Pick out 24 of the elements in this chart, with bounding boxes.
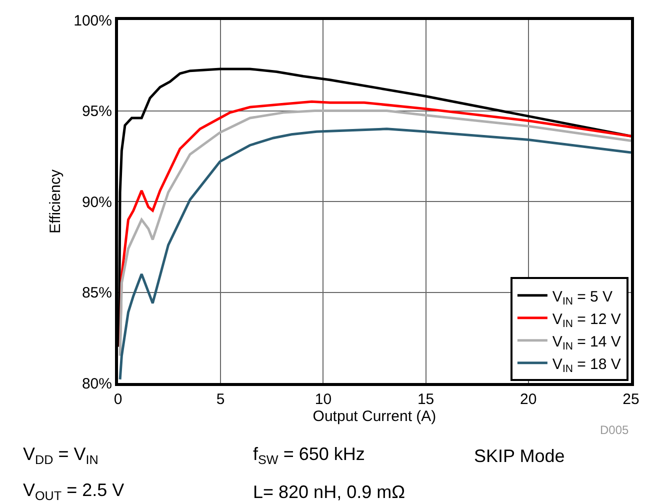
x-tick-label: 5 — [216, 391, 225, 408]
legend-label: V$_{IN}$ = 14 V — [552, 333, 621, 352]
x-tick-label: 25 — [622, 391, 640, 408]
legend-label: V$_{IN}$ = 5 V — [552, 288, 613, 308]
y-tick-label: 100% — [74, 12, 112, 30]
line-series — [118, 128, 631, 381]
text: f$_{SW}$ = 650 kHz — [253, 444, 365, 467]
x-tick-label: 0 — [114, 391, 122, 408]
legend-label: V$_{IN}$ = 18 V — [552, 356, 621, 375]
x-tick-label: 10 — [314, 391, 332, 408]
text: L= 820 nH, 0.9 mΩ — [253, 482, 406, 502]
text: SKIP Mode — [474, 446, 565, 466]
x-axis-title: Output Current (A) — [312, 408, 436, 425]
y-axis-title: Efficiency — [46, 169, 64, 234]
text: V$_{DD}$ = V$_{IN}$ — [23, 444, 98, 467]
text: D005 — [600, 423, 630, 437]
y-tick-label: 90% — [82, 194, 112, 211]
y-tick-label: 85% — [82, 284, 112, 302]
x-tick-label: 20 — [520, 391, 537, 408]
y-tick-label: 80% — [82, 375, 112, 392]
x-tick-label: 15 — [417, 391, 434, 408]
legend-label: V$_{IN}$ = 12 V — [552, 310, 621, 330]
y-tick-label: 95% — [82, 103, 112, 120]
text: V$_{OUT}$ = 2.5 V — [23, 480, 124, 502]
